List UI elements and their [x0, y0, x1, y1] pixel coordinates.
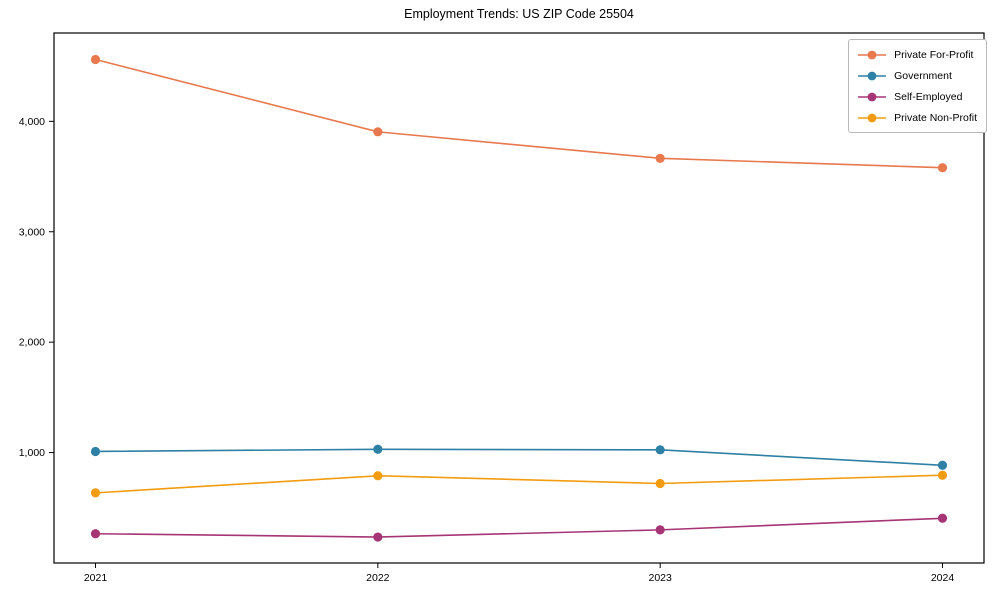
data-point-private-non-profit-2023 — [655, 478, 665, 489]
legend-label-private-for-profit: Private For-Profit — [894, 48, 974, 61]
data-point-government-2024 — [937, 460, 948, 470]
legend-marker-self-employed — [858, 92, 887, 101]
data-point-private-for-profit-2021 — [90, 54, 101, 65]
data-point-self-employed-2021 — [90, 529, 101, 539]
data-point-self-employed-2024 — [937, 513, 948, 523]
data-point-self-employed-2023 — [655, 525, 665, 535]
legend-marker-private-non-profit — [858, 113, 887, 122]
chart-title: Employment Trends: US ZIP Code 25504 — [404, 7, 634, 21]
x-axis-tick-label: 2024 — [931, 572, 955, 584]
x-axis-tick-label: 2022 — [366, 572, 390, 584]
legend: Private For-Profit Government Self-Employe… — [848, 39, 987, 133]
legend-marker-government — [858, 71, 887, 80]
series-line-self-employed — [95, 517, 943, 538]
plot-frame — [53, 32, 985, 564]
x-axis-tick-label: 2021 — [84, 572, 108, 584]
legend-item-self-employed: Self-Employed — [857, 87, 977, 106]
y-axis-tick-label: 1,000 — [19, 447, 45, 459]
data-point-government-2022 — [373, 444, 383, 454]
legend-label-government: Government — [894, 69, 952, 82]
legend-marker-private-for-profit — [858, 50, 887, 59]
series-line-private-non-profit — [95, 474, 943, 494]
data-point-private-non-profit-2024 — [937, 470, 948, 480]
legend-item-private-for-profit: Private For-Profit — [857, 45, 977, 64]
y-axis-tick-label: 3,000 — [19, 226, 45, 238]
legend-label-private-non-profit: Private Non-Profit — [894, 111, 977, 124]
series-line-private-for-profit — [95, 58, 943, 169]
data-point-government-2021 — [90, 446, 101, 457]
legend-label-self-employed: Self-Employed — [894, 90, 963, 103]
data-point-private-non-profit-2022 — [373, 471, 383, 481]
y-axis-tick-label: 2,000 — [19, 337, 45, 349]
series-line-government — [95, 448, 943, 467]
data-point-private-for-profit-2022 — [373, 127, 383, 137]
data-point-self-employed-2022 — [373, 532, 383, 542]
data-point-government-2023 — [655, 445, 665, 455]
y-axis-tick-label: 4,000 — [19, 116, 45, 128]
legend-item-government: Government — [857, 66, 977, 85]
legend-item-private-non-profit: Private Non-Profit — [857, 108, 977, 127]
data-point-private-for-profit-2023 — [655, 153, 665, 163]
data-point-private-non-profit-2021 — [90, 488, 101, 498]
x-axis-tick-label: 2023 — [648, 572, 672, 584]
data-point-private-for-profit-2024 — [937, 163, 948, 173]
